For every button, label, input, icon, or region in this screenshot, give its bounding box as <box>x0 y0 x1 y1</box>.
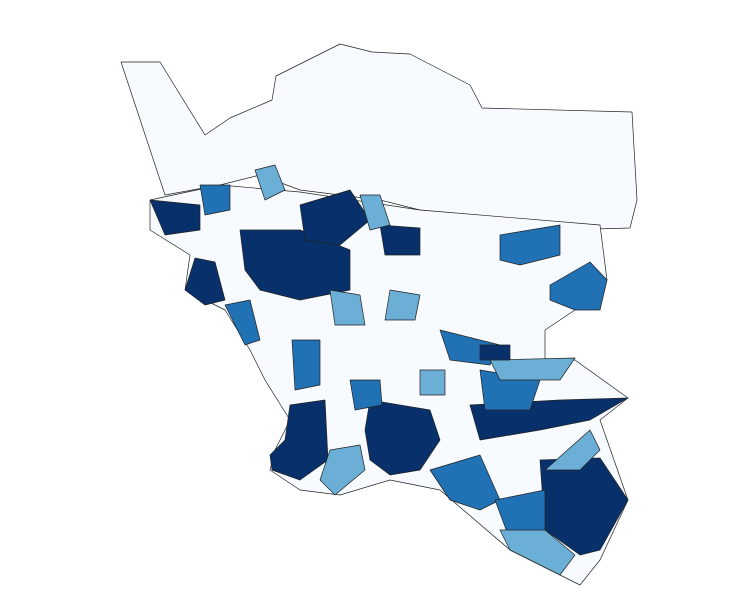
region <box>291 339 321 391</box>
region <box>549 261 608 311</box>
region <box>299 189 371 246</box>
region <box>224 299 261 346</box>
region <box>499 224 561 266</box>
region <box>149 199 201 236</box>
region <box>184 257 226 306</box>
region <box>120 43 638 231</box>
region <box>254 164 286 201</box>
region <box>329 289 366 326</box>
region <box>379 224 421 256</box>
region <box>319 444 366 496</box>
region <box>199 184 231 216</box>
region <box>349 379 383 411</box>
region <box>499 529 576 576</box>
region <box>429 454 501 511</box>
region <box>364 399 441 476</box>
region <box>359 194 391 231</box>
region <box>489 357 576 381</box>
region <box>479 344 511 361</box>
region <box>419 369 446 396</box>
region <box>269 399 329 481</box>
region <box>384 289 421 321</box>
region <box>544 429 601 471</box>
